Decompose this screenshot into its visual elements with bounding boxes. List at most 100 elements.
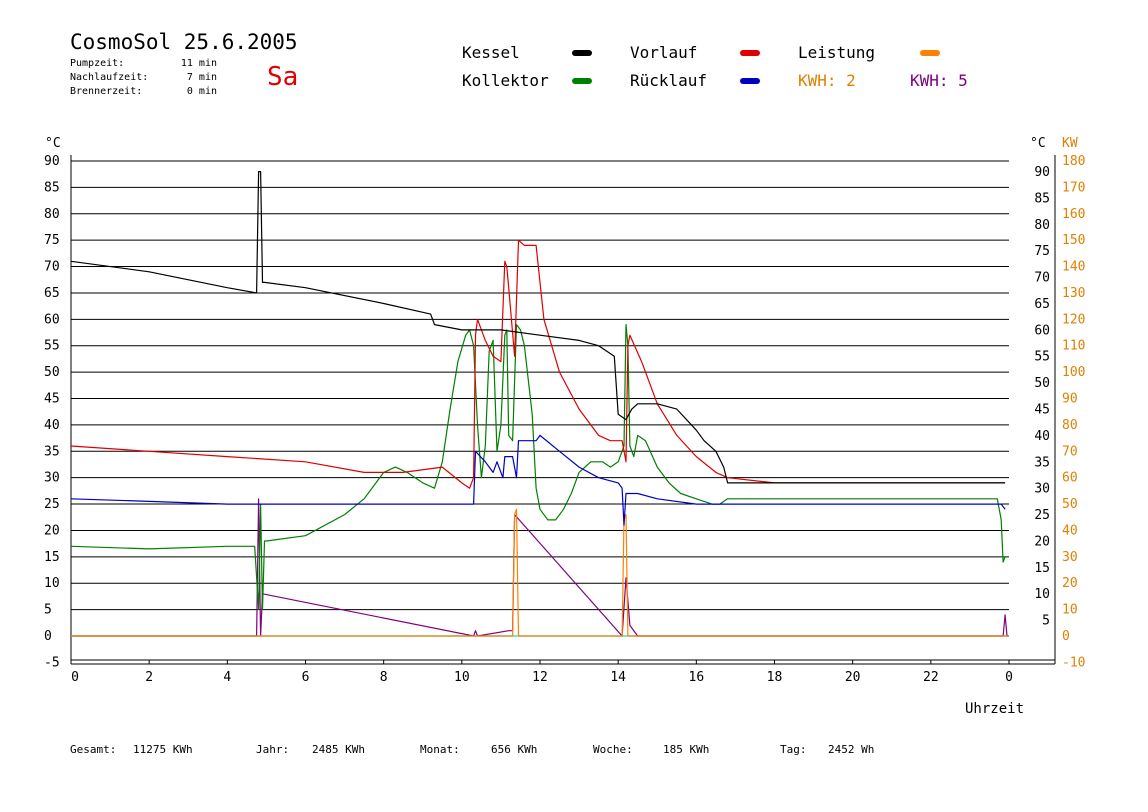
- legend-label-vorlauf: Vorlauf: [630, 43, 698, 62]
- y-tick-power: 60: [1062, 471, 1078, 486]
- legend-swatch-ruecklauf: [740, 78, 760, 84]
- footer-gesamt-value: 11275 KWh: [133, 743, 193, 756]
- y-tick-power: 40: [1062, 523, 1078, 538]
- y-tick-right: 20: [1034, 534, 1050, 549]
- x-tick: 0: [1005, 670, 1013, 685]
- y-tick-left: 20: [44, 523, 60, 538]
- stat-value-brennerzeit: 0 min: [186, 86, 217, 97]
- legend-swatch-leistung: [920, 50, 940, 56]
- y-tick-right: 70: [1034, 271, 1050, 286]
- series-line-leistung: [71, 508, 1009, 637]
- y-tick-power: 120: [1062, 312, 1085, 327]
- y-tick-left: 75: [44, 233, 60, 248]
- y-tick-power: -10: [1062, 655, 1085, 670]
- x-tick: 6: [302, 670, 310, 685]
- x-axis-label: Uhrzeit: [965, 701, 1025, 717]
- y-axis-unit-left: °C: [45, 136, 61, 151]
- y-tick-left: 15: [44, 550, 60, 565]
- y-tick-right: 75: [1034, 244, 1050, 259]
- y-tick-right: 90: [1034, 165, 1050, 180]
- y-tick-power: 0: [1062, 629, 1070, 644]
- stat-value-pumpzeit: 11 min: [180, 58, 217, 69]
- y-tick-power: 30: [1062, 550, 1078, 565]
- y-tick-left: 10: [44, 576, 60, 591]
- legend-label-kollektor: Kollektor: [462, 71, 549, 90]
- y-axis-unit-right: °C: [1030, 136, 1046, 151]
- y-tick-right: 15: [1034, 561, 1050, 576]
- x-tick: 22: [923, 670, 939, 685]
- y-tick-right: 40: [1034, 429, 1050, 444]
- y-tick-right: 5: [1042, 614, 1050, 629]
- y-tick-left: 5: [44, 603, 52, 618]
- x-tick: 14: [610, 670, 626, 685]
- y-tick-power: 180: [1062, 154, 1085, 169]
- footer-tag-value: 2452 Wh: [828, 743, 875, 756]
- y-tick-left: 35: [44, 444, 60, 459]
- y-tick-left: 70: [44, 260, 60, 275]
- footer-tag-label: Tag:: [780, 743, 807, 756]
- y-tick-left: 0: [44, 629, 52, 644]
- series-line-vorlauf: [70, 239, 1006, 489]
- y-tick-left: 90: [44, 154, 60, 169]
- y-tick-left: 25: [44, 497, 60, 512]
- y-tick-right: 60: [1034, 323, 1050, 338]
- y-tick-right: 45: [1034, 403, 1050, 418]
- legend-swatch-kollektor: [572, 78, 592, 84]
- y-tick-power: 80: [1062, 418, 1078, 433]
- x-tick: 10: [454, 670, 470, 685]
- y-tick-right: 50: [1034, 376, 1050, 391]
- x-tick: 0: [71, 670, 79, 685]
- footer-woche-value: 185 KWh: [663, 743, 710, 756]
- footer-gesamt-label: Gesamt:: [70, 743, 117, 756]
- y-tick-power: 20: [1062, 576, 1078, 591]
- y-tick-power: 110: [1062, 339, 1085, 354]
- y-tick-power: 140: [1062, 260, 1085, 275]
- series-line-ruecklauf: [70, 434, 1006, 526]
- y-tick-left: 55: [44, 339, 60, 354]
- stat-label-pumpzeit: Pumpzeit:: [70, 58, 125, 69]
- y-tick-power: 150: [1062, 233, 1085, 248]
- y-tick-left: 80: [44, 207, 60, 222]
- y-tick-power: 130: [1062, 286, 1085, 301]
- x-tick: 4: [223, 670, 231, 685]
- y-tick-right: 65: [1034, 297, 1050, 312]
- footer-monat-label: Monat:: [420, 743, 460, 756]
- y-tick-left: 50: [44, 365, 60, 380]
- x-tick: 12: [532, 670, 548, 685]
- y-tick-power: 170: [1062, 180, 1085, 195]
- y-tick-right: 85: [1034, 191, 1050, 206]
- x-tick: 20: [845, 670, 861, 685]
- x-tick: 16: [689, 670, 705, 685]
- legend-kwh-purple: KWH: 5: [910, 71, 968, 90]
- legend-label-leistung: Leistung: [798, 43, 876, 62]
- series-line-kwh: [71, 498, 1009, 637]
- y-tick-power: 70: [1062, 444, 1078, 459]
- legend-swatch-vorlauf: [740, 50, 760, 56]
- legend-label-kessel: Kessel: [462, 43, 520, 62]
- chart-title: CosmoSol 25.6.2005: [70, 30, 298, 54]
- x-tick: 2: [145, 670, 153, 685]
- footer-monat-value: 656 KWh: [491, 743, 538, 756]
- y-tick-left: 65: [44, 286, 60, 301]
- y-tick-right: 30: [1034, 482, 1050, 497]
- y-tick-power: 10: [1062, 603, 1078, 618]
- y-tick-right: 35: [1034, 455, 1050, 470]
- y-tick-left: -5: [44, 655, 60, 670]
- footer-jahr-label: Jahr:: [256, 743, 290, 756]
- y-tick-right: 10: [1034, 587, 1050, 602]
- y-tick-power: 50: [1062, 497, 1078, 512]
- legend-label-ruecklauf: Rücklauf: [630, 71, 708, 90]
- footer-woche-label: Woche:: [593, 743, 633, 756]
- legend-kwh-orange: KWH: 2: [798, 71, 856, 90]
- y-tick-left: 40: [44, 418, 60, 433]
- stat-value-nachlaufzeit: 7 min: [186, 72, 217, 83]
- weekday-label: Sa: [267, 62, 299, 92]
- series-line-kollektor: [70, 324, 1007, 611]
- stat-label-nachlaufzeit: Nachlaufzeit:: [70, 72, 149, 83]
- y-tick-power: 100: [1062, 365, 1085, 380]
- y-tick-power: 90: [1062, 392, 1078, 407]
- y-tick-left: 85: [44, 180, 60, 195]
- series-line-kessel: [70, 171, 1006, 484]
- y-axis-unit-power: KW: [1062, 136, 1078, 151]
